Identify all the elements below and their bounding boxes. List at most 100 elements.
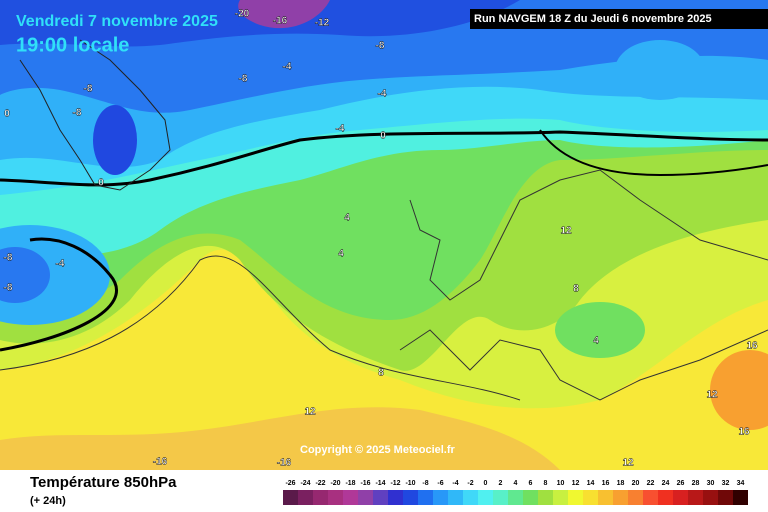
legend-swatch — [388, 490, 403, 505]
legend-swatch — [508, 490, 523, 505]
legend-label: 14 — [587, 480, 595, 487]
legend-label: 10 — [557, 480, 565, 487]
legend-label: 24 — [662, 480, 670, 487]
legend-label: -14 — [375, 480, 385, 487]
time-label: 19:00 locale — [16, 34, 129, 56]
legend-label: -8 — [422, 480, 428, 487]
legend-swatch — [688, 490, 703, 505]
contour-label: 0 — [4, 109, 10, 120]
legend-label: -18 — [345, 480, 355, 487]
legend-swatch — [373, 490, 388, 505]
legend-swatch — [328, 490, 343, 505]
legend-label: 2 — [499, 480, 503, 487]
contour-label: 16 — [746, 341, 758, 352]
legend-swatch — [418, 490, 433, 505]
date-label: Vendredi 7 novembre 2025 — [16, 13, 218, 30]
legend-swatch — [643, 490, 658, 505]
legend-swatch — [313, 490, 328, 505]
legend-label: -24 — [300, 480, 310, 487]
legend-label: -4 — [452, 480, 458, 487]
contour-label: -8 — [239, 74, 248, 85]
legend-swatch — [478, 490, 493, 505]
legend-label: 8 — [544, 480, 548, 487]
legend-label: 20 — [632, 480, 640, 487]
legend-label: -20 — [330, 480, 340, 487]
legend-swatch — [538, 490, 553, 505]
contour-label: -16 — [277, 458, 292, 469]
legend-label: -12 — [390, 480, 400, 487]
contour-label: 8 — [378, 368, 384, 379]
contour-label: 12 — [706, 390, 718, 401]
run-label: Run NAVGEM 18 Z du Jeudi 6 novembre 2025 — [474, 13, 712, 25]
contour-label: -8 — [4, 253, 13, 264]
legend-label: -22 — [315, 480, 325, 487]
legend-swatch — [718, 490, 733, 505]
legend-swatch — [448, 490, 463, 505]
legend-label: 6 — [529, 480, 533, 487]
legend-swatch — [673, 490, 688, 505]
legend-label: 22 — [647, 480, 655, 487]
legend-label: -2 — [467, 480, 473, 487]
legend-swatch — [403, 490, 418, 505]
contour-label: -8 — [84, 84, 93, 95]
legend: -26 -24 -22 -20 -18 -16 -14 -12 -10 -8 -6 -4 -2 0 2 4 6 8… — [283, 480, 748, 505]
copyright: Copyright © 2025 Meteociel.fr — [300, 444, 456, 456]
contour-label: -12 — [315, 18, 330, 29]
contour-label: -8 — [4, 283, 13, 294]
legend-swatch — [358, 490, 373, 505]
legend-swatch — [703, 490, 718, 505]
footer-subtitle: (+ 24h) — [30, 495, 66, 507]
contour-label: 16 — [738, 427, 750, 438]
legend-label: 18 — [617, 480, 625, 487]
legend-swatch — [463, 490, 478, 505]
legend-swatch — [568, 490, 583, 505]
legend-swatch — [733, 490, 748, 505]
legend-swatch — [553, 490, 568, 505]
legend-swatch — [583, 490, 598, 505]
legend-swatch — [298, 490, 313, 505]
legend-label: 34 — [737, 480, 745, 487]
legend-label: -6 — [437, 480, 443, 487]
contour-label: -8 — [376, 41, 385, 52]
contour-label: 4 — [344, 213, 350, 224]
legend-swatch — [613, 490, 628, 505]
contour-label: 4 — [593, 336, 599, 347]
legend-swatch — [628, 490, 643, 505]
contour-label: -4 — [56, 259, 65, 270]
legend-label: 16 — [602, 480, 610, 487]
contour-label: -4 — [283, 62, 292, 73]
legend-swatch — [598, 490, 613, 505]
legend-label: 12 — [572, 480, 580, 487]
legend-swatch — [493, 490, 508, 505]
legend-label: -10 — [405, 480, 415, 487]
contour-label: 8 — [573, 284, 579, 295]
legend-swatch — [523, 490, 538, 505]
legend-swatch — [283, 490, 298, 505]
legend-label: -26 — [285, 480, 295, 487]
legend-label: 28 — [692, 480, 700, 487]
contour-label: -16 — [273, 16, 288, 27]
legend-swatch — [343, 490, 358, 505]
legend-label: -16 — [360, 480, 370, 487]
contour-label: 4 — [338, 249, 344, 260]
legend-label: 32 — [722, 480, 730, 487]
contour-labels: -20 -16 -12 -8 -4 -8 -8 -4 -8 0 -4 0 0 -8 -4 -8 4 4 12 8 4 8 1… — [3, 8, 758, 469]
contour-label: 12 — [560, 226, 572, 237]
contour-label: -4 — [378, 89, 387, 100]
map-field — [0, 0, 768, 470]
footer-title: Température 850hPa — [30, 474, 177, 491]
legend-label: 4 — [514, 480, 518, 487]
contour-label: -4 — [336, 124, 345, 135]
legend-label: 26 — [677, 480, 685, 487]
contour-label: 12 — [622, 458, 634, 469]
contour-label: 0 — [380, 131, 386, 142]
legend-swatch — [433, 490, 448, 505]
contour-label: -20 — [235, 9, 250, 20]
legend-swatch — [658, 490, 673, 505]
legend-label: 30 — [707, 480, 715, 487]
contour-label: -16 — [153, 457, 168, 468]
legend-label: 0 — [484, 480, 488, 487]
contour-label: 12 — [304, 407, 316, 418]
contour-label: -8 — [73, 108, 82, 119]
